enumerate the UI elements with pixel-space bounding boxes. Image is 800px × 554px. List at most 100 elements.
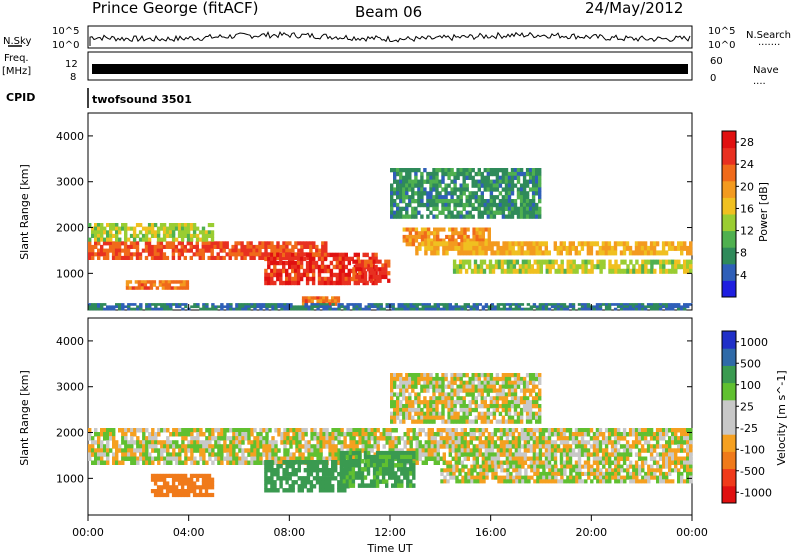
velocity-cell bbox=[205, 444, 209, 449]
power-cell bbox=[538, 183, 542, 188]
power-cell bbox=[462, 179, 466, 184]
velocity-cell bbox=[423, 419, 427, 424]
velocity-cell bbox=[614, 475, 618, 480]
velocity-cell bbox=[289, 436, 293, 441]
velocity-cell bbox=[668, 456, 672, 461]
power-cell bbox=[427, 307, 431, 311]
power-cell bbox=[146, 286, 151, 290]
power-cell bbox=[614, 264, 618, 270]
power-cell bbox=[581, 259, 585, 265]
power-cell bbox=[528, 171, 533, 177]
power-cell bbox=[307, 299, 311, 303]
power-cell bbox=[147, 237, 152, 242]
power-cell bbox=[662, 264, 666, 270]
power-cell bbox=[408, 214, 412, 219]
velocity-cell bbox=[544, 428, 549, 433]
velocity-cell bbox=[309, 464, 314, 469]
power-cell bbox=[371, 256, 375, 262]
power-cell bbox=[211, 305, 215, 309]
velocity-cell bbox=[453, 400, 457, 405]
velocity-cell bbox=[415, 452, 419, 457]
power-cell bbox=[583, 307, 588, 311]
power-cell bbox=[504, 168, 509, 173]
power-cell bbox=[441, 195, 445, 200]
velocity-cell bbox=[634, 452, 639, 457]
velocity-cell bbox=[156, 492, 161, 498]
velocity-cell bbox=[441, 392, 445, 397]
velocity-cell bbox=[168, 473, 173, 478]
power-cell bbox=[347, 260, 351, 266]
velocity-cell bbox=[103, 444, 107, 449]
velocity-cell bbox=[457, 444, 461, 449]
velocity-cell bbox=[637, 432, 642, 437]
power-cell bbox=[267, 280, 271, 286]
velocity-cell bbox=[253, 456, 257, 461]
velocity-cell bbox=[193, 428, 197, 433]
power-cell bbox=[406, 303, 410, 306]
power-cell bbox=[226, 303, 230, 306]
velocity-cell bbox=[174, 477, 179, 482]
beam-title: Beam 06 bbox=[355, 3, 422, 21]
velocity-cell bbox=[478, 432, 482, 437]
power-cell bbox=[551, 264, 555, 270]
velocity-cell bbox=[279, 480, 283, 485]
velocity-cell bbox=[171, 477, 176, 482]
power-cell bbox=[447, 210, 451, 215]
power-cell bbox=[619, 303, 624, 306]
velocity-cell bbox=[409, 448, 413, 453]
power-cell bbox=[634, 307, 639, 311]
velocity-cell bbox=[448, 448, 452, 453]
power-cell bbox=[513, 206, 518, 211]
velocity-cell bbox=[207, 477, 212, 482]
velocity-cell bbox=[312, 464, 317, 469]
velocity-cell bbox=[646, 448, 651, 453]
velocity-cell bbox=[400, 454, 404, 460]
power-cell bbox=[144, 230, 149, 235]
velocity-cell bbox=[640, 436, 645, 441]
velocity-cell bbox=[658, 452, 663, 457]
velocity-cell bbox=[283, 436, 287, 441]
velocity-cell bbox=[613, 440, 618, 445]
power-cell bbox=[235, 307, 239, 311]
velocity-cell bbox=[139, 444, 143, 449]
power-colorbar-tick-label: 12 bbox=[740, 225, 754, 238]
velocity-cell bbox=[187, 432, 191, 437]
velocity-cell bbox=[521, 464, 525, 469]
power-cell bbox=[143, 280, 148, 284]
power-cell bbox=[468, 175, 472, 180]
velocity-cell bbox=[406, 448, 410, 453]
power-cell bbox=[529, 305, 534, 309]
power-cell bbox=[384, 271, 388, 276]
power-cell bbox=[433, 245, 437, 251]
velocity-cell bbox=[532, 428, 537, 433]
power-cell bbox=[270, 252, 274, 258]
velocity-cell bbox=[632, 471, 636, 476]
power-cell bbox=[288, 248, 292, 253]
power-colorbar-tick-label: 16 bbox=[740, 202, 754, 215]
velocity-cell bbox=[677, 475, 681, 480]
power-cell bbox=[670, 245, 675, 251]
power-cell bbox=[683, 264, 687, 270]
velocity-cell bbox=[602, 479, 606, 484]
velocity-cell bbox=[424, 460, 428, 465]
velocity-cell bbox=[148, 452, 152, 457]
power-cell bbox=[484, 250, 488, 256]
velocity-cell bbox=[361, 428, 365, 433]
velocity-cell bbox=[309, 488, 314, 493]
power-cell bbox=[177, 255, 182, 260]
power-cell bbox=[683, 268, 687, 274]
power-cell bbox=[253, 307, 257, 311]
power-cell bbox=[363, 259, 368, 264]
power-cell bbox=[677, 259, 681, 265]
power-cell bbox=[447, 171, 451, 177]
velocity-cell bbox=[397, 467, 401, 472]
velocity-cell bbox=[662, 460, 666, 465]
velocity-cell bbox=[273, 472, 277, 477]
power-cell bbox=[447, 191, 451, 196]
power-cell bbox=[589, 250, 594, 256]
power-cell bbox=[689, 241, 693, 247]
power-cell bbox=[252, 252, 256, 257]
power-cell bbox=[632, 264, 636, 270]
power-cell bbox=[135, 252, 140, 257]
velocity-cell bbox=[532, 444, 537, 449]
